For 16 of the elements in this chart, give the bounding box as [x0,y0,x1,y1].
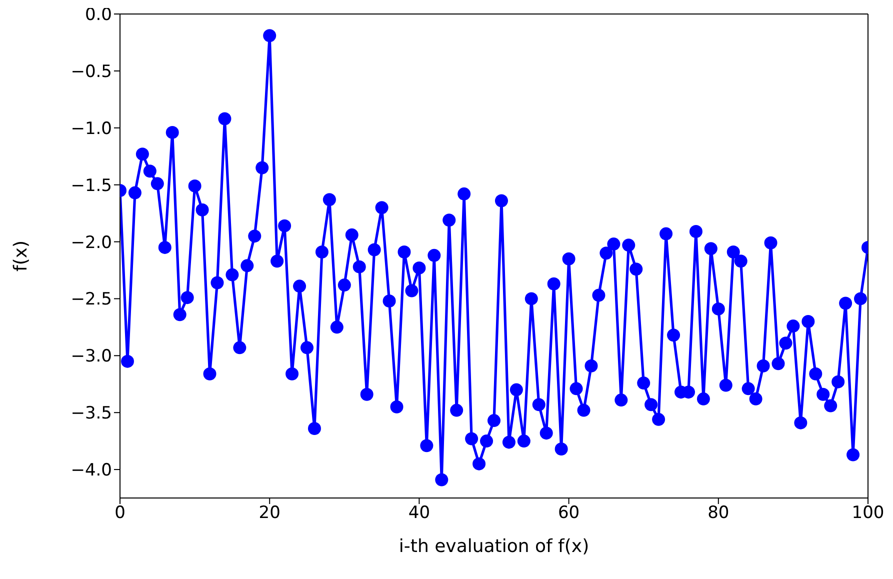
x-tick-label: 40 [408,503,430,524]
y-tick-label: −3.0 [70,346,112,367]
y-tick-label: −4.0 [70,460,112,481]
y-tick-label: −1.0 [70,118,112,139]
y-tick-label: −3.5 [70,404,112,424]
x-tick-label: 100 [852,503,884,524]
y-axis-title: f(x) [10,240,32,272]
y-tick-label: −2.0 [70,232,112,253]
y-tick-label: −0.5 [70,62,112,82]
y-tick-label: −2.5 [70,290,112,310]
x-tick-label: 80 [708,503,730,524]
x-tick-label: 60 [558,503,580,524]
x-tick-label: 20 [258,503,280,524]
x-axis-title: i-th evaluation of f(x) [398,536,590,557]
y-tick-label: −1.5 [70,176,112,196]
x-tick-label: 0 [114,503,126,524]
